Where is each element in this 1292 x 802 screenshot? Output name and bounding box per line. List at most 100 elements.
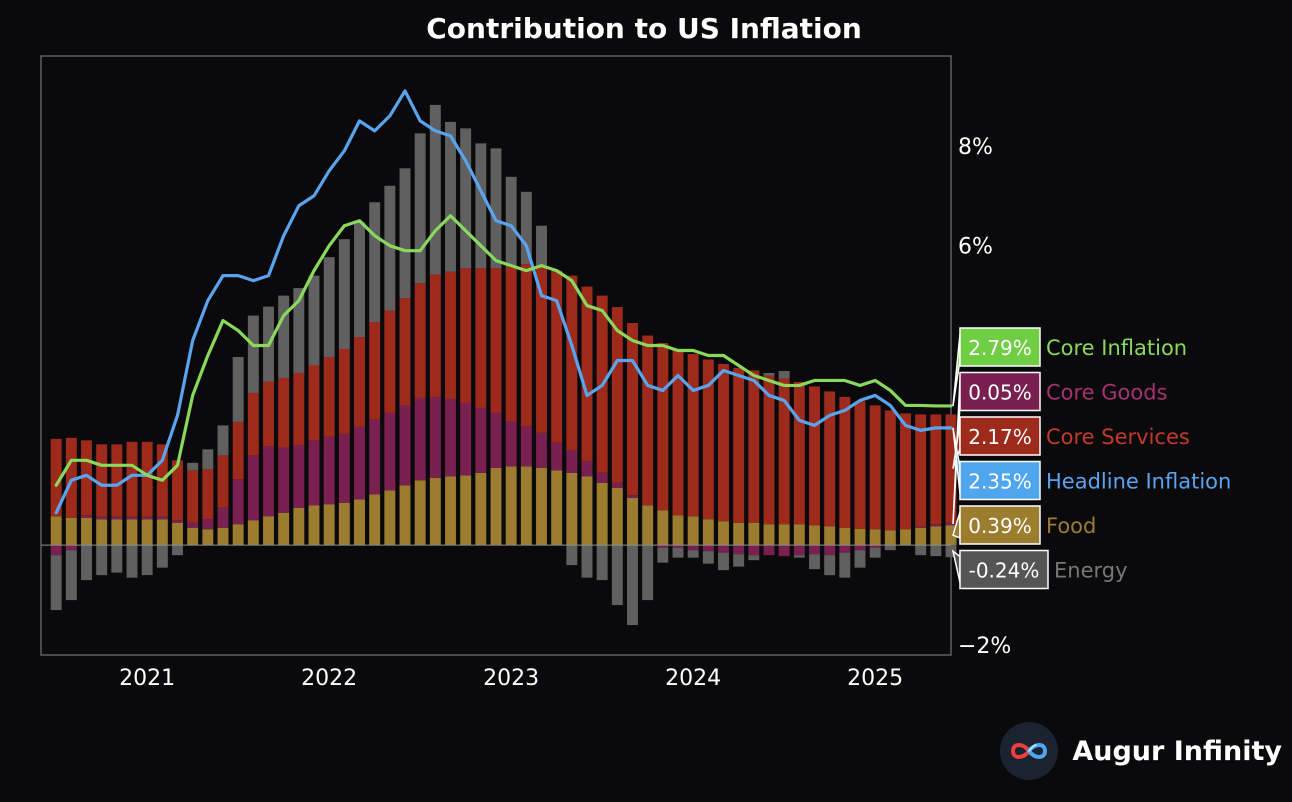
bar-food: [81, 517, 92, 546]
bar-food: [854, 528, 866, 546]
bar-core-services: [384, 310, 396, 413]
bar-core-goods: [429, 396, 441, 478]
bar-core-goods: [278, 447, 290, 513]
bar-energy: [126, 545, 138, 578]
bar-food: [793, 524, 805, 546]
bar-energy: [718, 552, 729, 571]
bar-core-services: [247, 392, 259, 456]
bar-food: [111, 519, 123, 546]
bar-energy: [278, 295, 290, 378]
bar-food: [369, 494, 381, 546]
bar-core-services: [900, 413, 911, 530]
bar-core-goods: [96, 516, 108, 520]
bar-food: [293, 507, 305, 546]
bar-core-goods: [50, 545, 62, 556]
bar-food: [217, 527, 229, 546]
bar-energy: [293, 288, 305, 373]
bar-core-goods: [156, 516, 168, 520]
bar-energy: [839, 552, 851, 578]
bar-food: [687, 516, 699, 546]
bar-core-services: [308, 365, 320, 441]
bar-energy: [187, 462, 199, 471]
bar-core-services: [187, 470, 199, 523]
bar-food: [884, 530, 896, 546]
bar-core-goods: [81, 515, 92, 518]
bar-food: [96, 519, 108, 546]
bar-core-services: [323, 357, 335, 437]
bar-food: [323, 504, 335, 546]
bar-energy: [308, 275, 320, 366]
end-label-box: [959, 416, 1041, 456]
brand: Augur Infinity: [1000, 722, 1282, 780]
bar-core-goods: [687, 545, 699, 551]
bar-energy: [338, 239, 350, 350]
y-tick-label: −2%: [958, 634, 1011, 659]
end-labels: 2.79% Core Inflation 0.05% Core Goods 2.17% C…: [951, 327, 1231, 590]
bar-core-goods: [702, 545, 714, 552]
bar-food: [945, 525, 957, 546]
lines-layer: [54, 89, 953, 515]
bar-core-goods: [217, 507, 229, 528]
bar-core-goods: [172, 520, 183, 523]
line-core-inflation: [54, 214, 953, 487]
bar-core-services: [763, 375, 775, 525]
y-tick-label: 8%: [958, 135, 993, 160]
bar-core-services: [839, 396, 851, 528]
bar-energy: [81, 545, 92, 581]
bar-energy: [111, 545, 123, 573]
end-label-value: 2.35%: [968, 470, 1032, 494]
bar-core-services: [414, 283, 426, 398]
bar-energy: [96, 545, 108, 576]
bar-core-services: [111, 444, 123, 517]
bar-energy: [672, 547, 684, 558]
bar-core-goods: [111, 516, 123, 520]
bar-food: [384, 490, 396, 546]
bar-energy: [217, 425, 229, 456]
end-label-value: 0.39%: [968, 514, 1032, 538]
bar-food: [809, 525, 820, 546]
bar-energy: [854, 550, 866, 568]
bar-energy: [763, 372, 775, 376]
bar-energy: [566, 545, 578, 566]
bar-food: [308, 505, 320, 546]
bar-core-services: [202, 469, 214, 520]
bars-layer: [50, 104, 957, 626]
bar-core-goods: [520, 426, 532, 467]
bar-core-services: [809, 386, 820, 526]
bar-food: [505, 466, 517, 546]
end-label-value: 0.05%: [968, 381, 1032, 405]
bar-core-services: [687, 354, 699, 517]
bar-energy: [869, 547, 881, 558]
bar-core-goods: [460, 402, 472, 476]
bar-food: [763, 524, 775, 546]
bar-energy: [50, 555, 62, 611]
bar-food: [581, 476, 593, 546]
bar-energy: [793, 555, 805, 558]
bar-core-services: [581, 286, 593, 462]
bar-food: [399, 485, 411, 546]
bar-core-services: [627, 323, 638, 496]
line-headline-inflation: [54, 89, 953, 515]
end-label-box: [959, 327, 1041, 367]
bar-core-services: [915, 414, 927, 527]
bar-core-goods: [869, 545, 881, 548]
bar-energy: [490, 148, 502, 269]
bar-core-services: [672, 350, 684, 516]
end-label-box: [959, 505, 1041, 545]
bar-energy: [915, 545, 927, 556]
bar-core-services: [232, 421, 244, 480]
x-tick-label: 2023: [483, 666, 539, 691]
bar-core-services: [65, 437, 77, 518]
bar-core-goods: [293, 445, 305, 508]
bar-food: [611, 487, 623, 546]
brand-name: Augur Infinity: [1072, 735, 1282, 767]
bar-energy: [172, 545, 183, 556]
chart-title: Contribution to US Inflation: [426, 12, 862, 45]
bar-core-goods: [627, 495, 638, 498]
bar-core-services: [551, 270, 563, 443]
bar-food: [172, 522, 183, 546]
bar-core-goods: [566, 450, 578, 473]
bar-energy: [627, 545, 638, 626]
bar-food: [141, 519, 153, 546]
bar-energy: [445, 121, 456, 272]
